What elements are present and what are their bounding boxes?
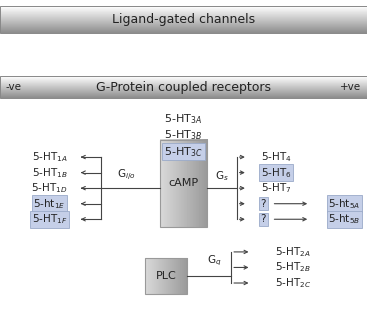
Text: 5-HT$_{2A}$: 5-HT$_{2A}$ bbox=[275, 245, 311, 259]
Text: PLC: PLC bbox=[156, 271, 177, 281]
Text: 5-HT$_{1F}$: 5-HT$_{1F}$ bbox=[32, 212, 67, 226]
Text: 5-HT$_{3A}$: 5-HT$_{3A}$ bbox=[164, 112, 203, 126]
Text: 5-HT$_{2C}$: 5-HT$_{2C}$ bbox=[275, 276, 312, 290]
Bar bbox=[0, 6, 367, 33]
Text: 5-HT$_{3B}$: 5-HT$_{3B}$ bbox=[164, 128, 203, 142]
Text: 5-ht$_{5A}$: 5-ht$_{5A}$ bbox=[328, 197, 361, 211]
Text: 5-HT$_{1A}$: 5-HT$_{1A}$ bbox=[32, 150, 68, 164]
Text: 5-HT$_{1B}$: 5-HT$_{1B}$ bbox=[32, 166, 68, 179]
Text: ?: ? bbox=[261, 214, 266, 224]
Text: 5-ht$_{1E}$: 5-ht$_{1E}$ bbox=[33, 197, 66, 211]
Text: 5-HT$_{1D}$: 5-HT$_{1D}$ bbox=[31, 181, 68, 195]
Text: G-Protein coupled receptors: G-Protein coupled receptors bbox=[96, 81, 271, 94]
Text: 5-ht$_{5B}$: 5-ht$_{5B}$ bbox=[328, 212, 361, 226]
Bar bbox=[160, 140, 207, 227]
Text: G$_q$: G$_q$ bbox=[207, 254, 222, 268]
Text: 5-HT$_{4}$: 5-HT$_{4}$ bbox=[261, 150, 291, 164]
Text: 5-HT$_{7}$: 5-HT$_{7}$ bbox=[261, 181, 291, 195]
Bar bbox=[0, 76, 367, 98]
Text: 5-HT$_{2B}$: 5-HT$_{2B}$ bbox=[275, 261, 311, 274]
Text: +ve: +ve bbox=[340, 82, 361, 92]
Text: Ligand-gated channels: Ligand-gated channels bbox=[112, 13, 255, 26]
Text: 5-HT$_{3C}$: 5-HT$_{3C}$ bbox=[164, 145, 203, 159]
Bar bbox=[145, 258, 187, 294]
Text: G$_s$: G$_s$ bbox=[215, 170, 229, 183]
Text: G$_{i/o}$: G$_{i/o}$ bbox=[117, 168, 136, 183]
Text: -ve: -ve bbox=[6, 82, 22, 92]
Text: 5-HT$_{6}$: 5-HT$_{6}$ bbox=[261, 166, 291, 179]
Text: cAMP: cAMP bbox=[168, 179, 199, 188]
Text: ?: ? bbox=[261, 199, 266, 209]
